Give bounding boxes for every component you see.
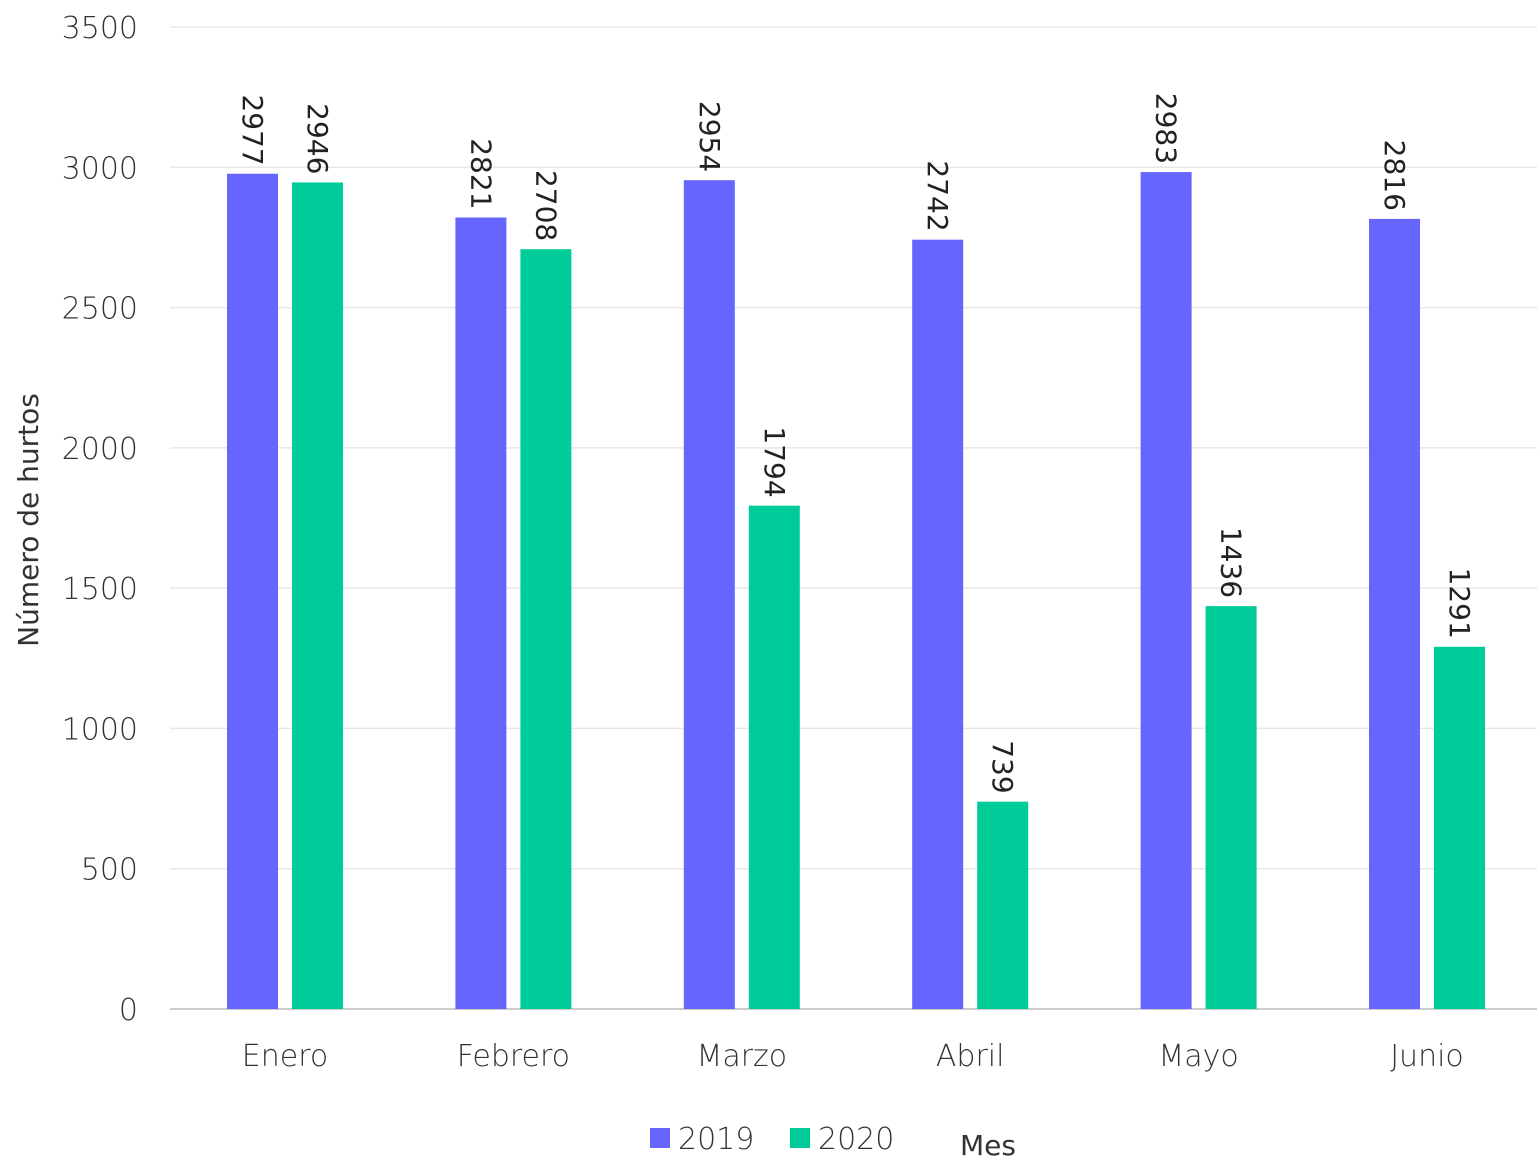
grid-lines xyxy=(170,26,1537,1010)
x-tick-label: Junio xyxy=(1390,1039,1464,1074)
x-tick-label: Febrero xyxy=(457,1039,570,1074)
x-tick-label: Enero xyxy=(242,1039,328,1074)
x-axis-label: Mes xyxy=(960,1129,1016,1161)
bars xyxy=(227,172,1485,1010)
bar-2020-junio xyxy=(1434,646,1485,1009)
y-axis-label: Número de hurtos xyxy=(12,393,45,647)
y-tick-label: 3500 xyxy=(62,11,138,46)
bar-2020-febrero xyxy=(520,249,572,1009)
bar-2020-mayo xyxy=(1205,606,1257,1009)
x-tick-label: Abril xyxy=(936,1039,1005,1074)
y-tick-label: 3000 xyxy=(62,151,138,186)
y-tick-label: 1000 xyxy=(62,712,138,747)
legend: 2019 2020 xyxy=(650,1122,894,1157)
legend-label: 2019 xyxy=(678,1122,754,1157)
x-axis: Enero Febrero Marzo Abril Mayo Junio xyxy=(242,1039,1464,1074)
data-label: 2954 xyxy=(693,101,726,172)
bar-2020-abril xyxy=(977,801,1029,1009)
data-label: 2977 xyxy=(236,94,269,165)
y-tick-label: 2000 xyxy=(62,432,138,467)
data-label: 2742 xyxy=(921,160,954,231)
y-tick-label: 500 xyxy=(81,853,138,888)
x-tick-label: Mayo xyxy=(1158,1039,1238,1074)
data-label: 1291 xyxy=(1443,568,1476,639)
bar-2020-marzo xyxy=(748,505,800,1009)
bar-2019-febrero xyxy=(455,217,507,1009)
data-label: 2821 xyxy=(464,138,497,209)
legend-swatch xyxy=(790,1128,810,1148)
data-labels: 2977 2946 2821 2708 2954 1794 2742 739 2983 1436 2… xyxy=(236,93,1476,794)
bar-2019-mayo xyxy=(1140,172,1192,1010)
y-axis: 0 500 1000 1500 2000 2500 3000 3500 xyxy=(62,11,138,1028)
bar-2019-abril xyxy=(912,239,964,1009)
data-label: 1436 xyxy=(1215,527,1248,598)
data-label: 2816 xyxy=(1378,140,1411,211)
bar-2019-enero xyxy=(227,173,278,1009)
y-tick-label: 2500 xyxy=(62,292,138,327)
bar-2019-marzo xyxy=(683,180,735,1009)
legend-swatch xyxy=(650,1128,670,1148)
data-label: 2708 xyxy=(529,170,562,241)
y-tick-label: 1500 xyxy=(62,572,138,607)
data-label: 1794 xyxy=(758,426,791,497)
x-tick-label: Marzo xyxy=(696,1039,787,1074)
bar-2020-enero xyxy=(292,182,343,1009)
y-tick-label: 0 xyxy=(119,993,138,1028)
data-label: 739 xyxy=(986,740,1019,793)
data-label: 2946 xyxy=(301,103,334,174)
legend-label: 2020 xyxy=(818,1122,894,1157)
bar-2019-junio xyxy=(1369,218,1420,1009)
data-label: 2983 xyxy=(1150,93,1183,164)
